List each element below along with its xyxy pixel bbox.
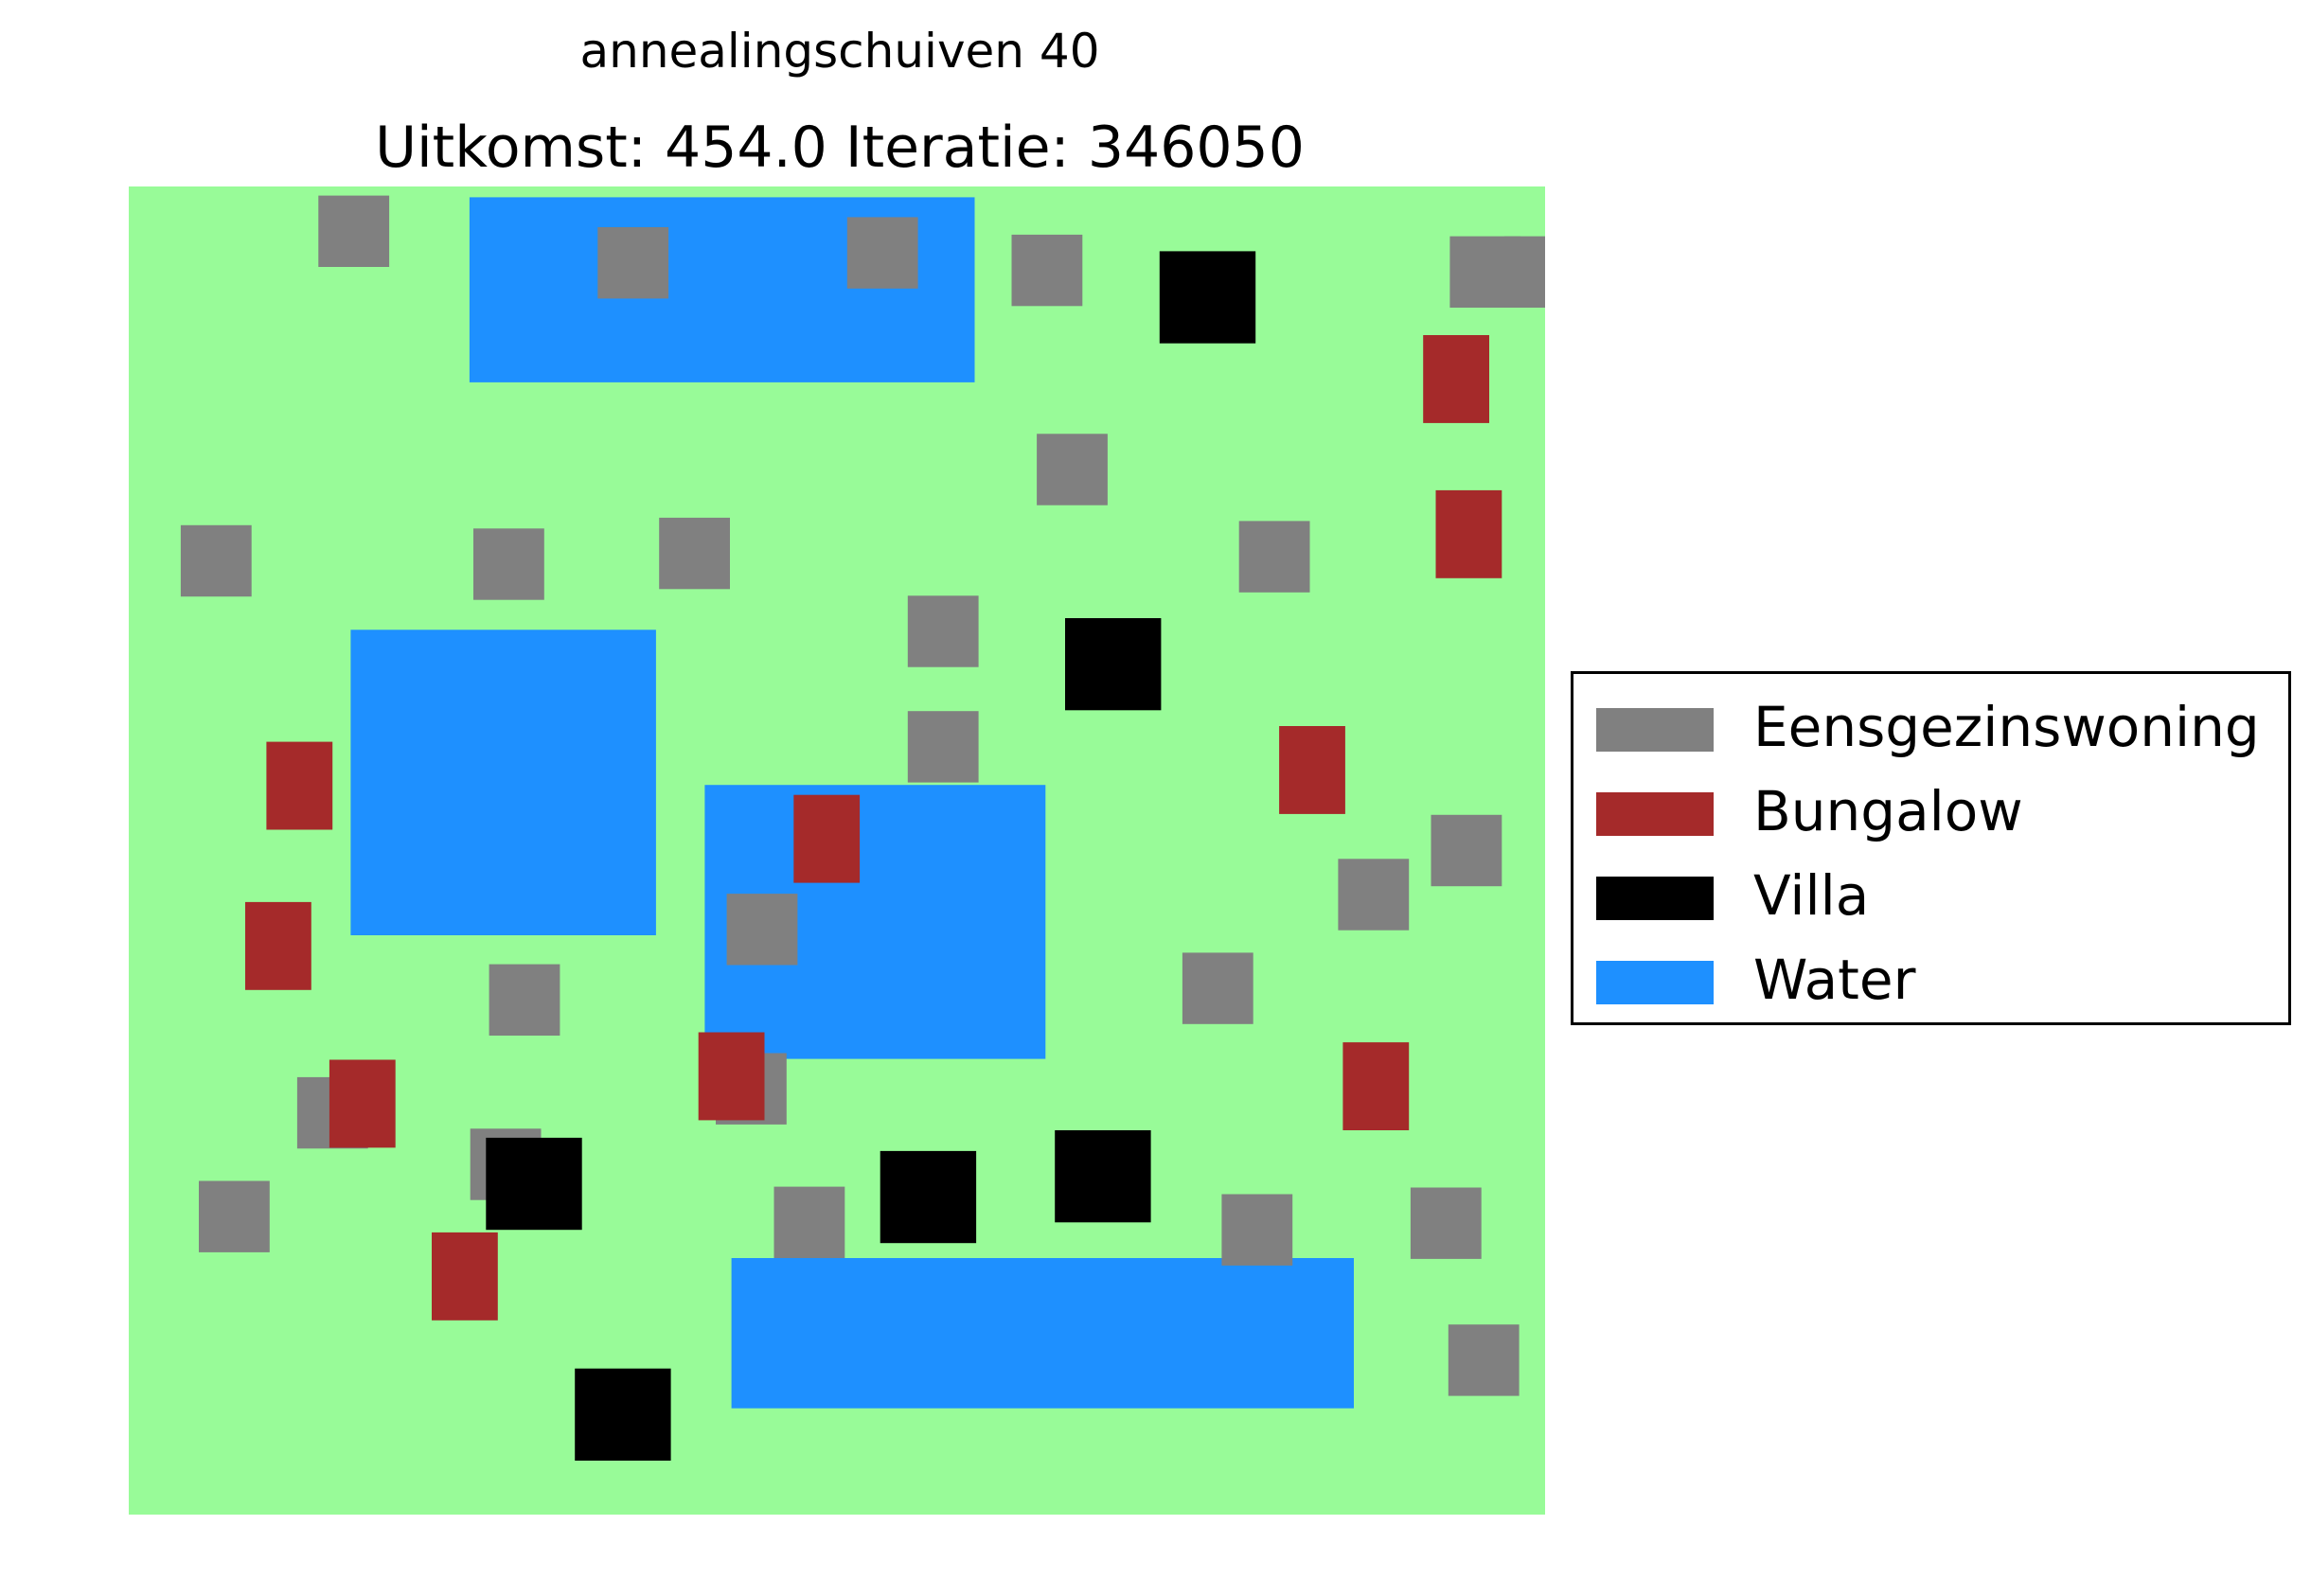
eensgezinswoning-12 bbox=[659, 517, 730, 590]
eensgezinswoning-15 bbox=[1238, 521, 1310, 593]
eensgezinswoning-26 bbox=[1221, 1194, 1293, 1266]
eensgezinswoning-5 bbox=[597, 227, 669, 299]
bungalow-39 bbox=[432, 1232, 498, 1321]
plot-title: Uitkomst: 454.0 Iteratie: 346050 bbox=[375, 115, 1305, 181]
bungalow-30 bbox=[266, 741, 333, 830]
legend-label-villa: Villa bbox=[1753, 863, 1870, 928]
legend-swatch-villa bbox=[1596, 877, 1714, 920]
figure-suptitle: annealingschuiven 40 bbox=[579, 24, 1100, 79]
legend-label-water: Water bbox=[1753, 948, 1916, 1012]
eensgezinswoning-19 bbox=[1182, 952, 1253, 1024]
bungalow-35 bbox=[1435, 489, 1502, 578]
villa-42 bbox=[486, 1137, 582, 1231]
eensgezinswoning-25 bbox=[773, 1186, 845, 1258]
legend-label-eensgezinswoning: Eensgezinswoning bbox=[1753, 695, 2260, 759]
map-items bbox=[180, 195, 1545, 1461]
bungalow-32 bbox=[793, 794, 861, 883]
legend-swatch-eensgezinswoning bbox=[1596, 708, 1714, 752]
eensgezinswoning-29 bbox=[1503, 236, 1545, 308]
bungalow-31 bbox=[245, 901, 311, 990]
bungalow-36 bbox=[329, 1059, 396, 1148]
eensgezinswoning-6 bbox=[846, 217, 918, 289]
villa-44 bbox=[1055, 1130, 1151, 1223]
eensgezinswoning-16 bbox=[1431, 814, 1502, 887]
legend-item-eensgezinswoning: Eensgezinswoning bbox=[1596, 693, 2278, 759]
eensgezinswoning-10 bbox=[180, 524, 252, 597]
villa-43 bbox=[880, 1150, 977, 1244]
legend-item-villa: Villa bbox=[1596, 861, 2278, 928]
eensgezinswoning-20 bbox=[489, 964, 560, 1036]
legend-label-bungalow: Bungalow bbox=[1753, 779, 2023, 843]
eensgezinswoning-11 bbox=[473, 528, 544, 600]
eensgezinswoning-23 bbox=[199, 1180, 270, 1252]
eensgezinswoning-18 bbox=[726, 894, 798, 966]
legend: Eensgezinswoning Bungalow Villa Water bbox=[1571, 671, 2291, 1025]
legend-item-water: Water bbox=[1596, 946, 2278, 1012]
eensgezinswoning-13 bbox=[907, 595, 979, 667]
eensgezinswoning-9 bbox=[1037, 434, 1108, 505]
bungalow-34 bbox=[1423, 335, 1489, 423]
bungalow-38 bbox=[1342, 1042, 1410, 1130]
water-1 bbox=[350, 630, 656, 935]
eensgezinswoning-17 bbox=[1338, 859, 1410, 931]
eensgezinswoning-14 bbox=[907, 711, 979, 783]
eensgezinswoning-7 bbox=[1011, 234, 1083, 307]
neighbourhood-map bbox=[129, 186, 1545, 1515]
bungalow-37 bbox=[698, 1032, 765, 1121]
villa-41 bbox=[1065, 618, 1162, 711]
legend-swatch-bungalow bbox=[1596, 792, 1714, 836]
eensgezinswoning-28 bbox=[1410, 1187, 1482, 1259]
bungalow-33 bbox=[1279, 726, 1345, 814]
eensgezinswoning-27 bbox=[1448, 1324, 1520, 1396]
legend-swatch-water bbox=[1596, 961, 1714, 1004]
villa-45 bbox=[575, 1368, 671, 1461]
villa-40 bbox=[1159, 251, 1256, 344]
legend-item-bungalow: Bungalow bbox=[1596, 777, 2278, 843]
eensgezinswoning-4 bbox=[318, 195, 390, 267]
water-3 bbox=[731, 1258, 1354, 1409]
